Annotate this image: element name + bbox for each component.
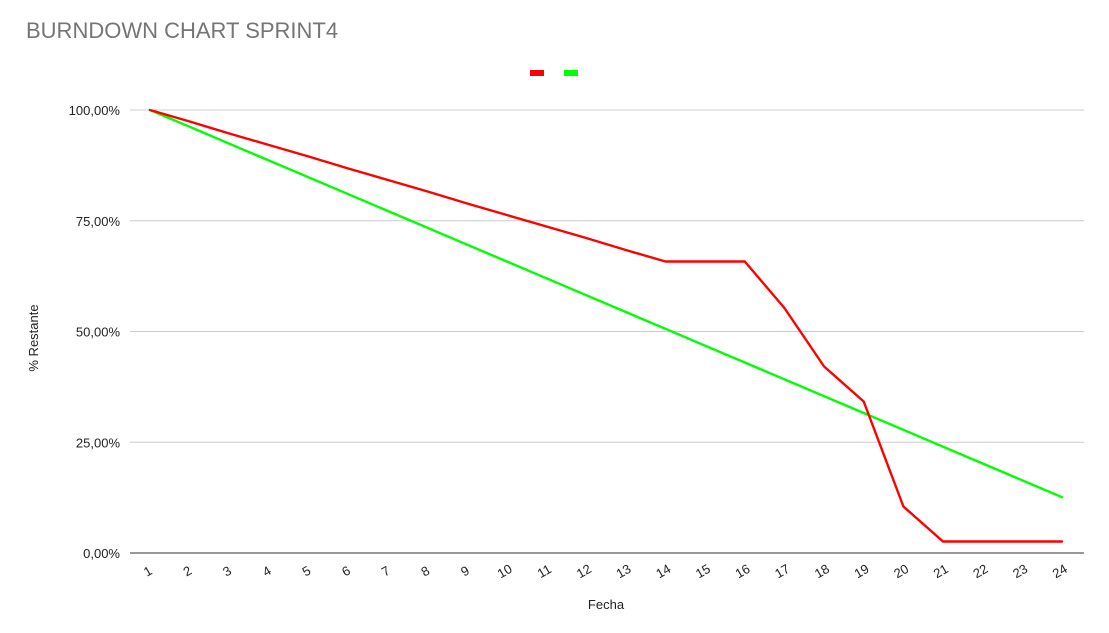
- series-line-2: [148, 108, 1064, 499]
- x-axis-title: Fecha: [588, 597, 625, 612]
- x-tick-label: 12: [574, 561, 594, 581]
- x-tick-label: 10: [495, 561, 515, 581]
- x-tick-label: 15: [693, 561, 713, 581]
- x-tick-label: 8: [418, 563, 432, 580]
- x-tick-label: 14: [653, 561, 673, 581]
- x-tick-label: 3: [220, 563, 234, 580]
- x-tick-labels: 1 2 3 4 5 6 7 8 9 10 11 12 13 14 15 16 17 18 19 20 21 22 23 24: [141, 561, 1070, 581]
- series-line-1: [148, 108, 1064, 543]
- x-tick-label: 13: [614, 561, 634, 581]
- x-tick-label: 23: [1010, 561, 1030, 581]
- legend-swatch: [564, 70, 578, 76]
- x-tick-label: 1: [141, 563, 155, 580]
- y-tick-label: 75,00%: [76, 214, 121, 229]
- x-tick-label: 2: [181, 563, 195, 580]
- legend: [530, 70, 578, 76]
- x-tick-label: 16: [733, 561, 753, 581]
- chart-title: BURNDOWN CHART SPRINT4: [26, 18, 339, 43]
- x-tick-label: 11: [535, 561, 554, 581]
- y-axis-title: % Restante: [26, 304, 41, 371]
- y-tick-label: 50,00%: [76, 325, 121, 340]
- x-tick-label: 5: [299, 563, 313, 580]
- x-tick-label: 20: [891, 561, 911, 581]
- y-tick-label: 100,00%: [69, 103, 121, 118]
- y-tick-label: 25,00%: [76, 435, 121, 450]
- series-lines: [148, 108, 1064, 543]
- y-tick-labels: 0,00% 25,00% 50,00% 75,00% 100,00%: [69, 103, 121, 561]
- x-tick-label: 21: [931, 561, 951, 581]
- x-tick-label: 18: [812, 561, 832, 581]
- x-tick-label: 9: [458, 563, 472, 580]
- x-tick-label: 6: [339, 563, 353, 580]
- gridlines: [130, 109, 1084, 443]
- x-tick-label: 4: [260, 563, 274, 580]
- x-tick-label: 7: [379, 563, 393, 580]
- legend-swatch: [530, 70, 544, 76]
- y-tick-label: 0,00%: [83, 546, 120, 561]
- x-tick-label: 19: [851, 561, 871, 581]
- x-tick-label: 17: [772, 561, 792, 581]
- x-tick-label: 22: [970, 561, 990, 581]
- x-tick-label: 24: [1050, 561, 1070, 581]
